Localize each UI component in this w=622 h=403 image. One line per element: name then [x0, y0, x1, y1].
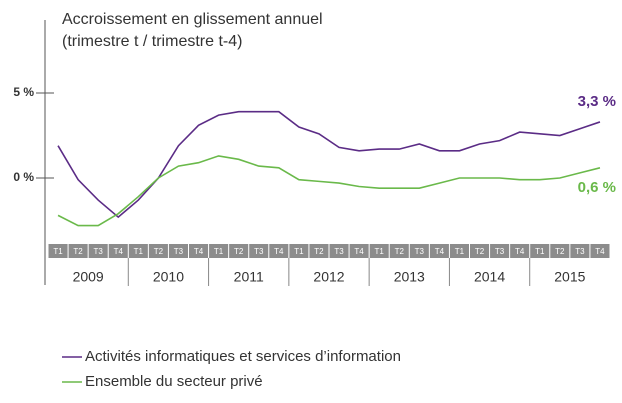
quarter-box	[550, 244, 570, 258]
x-tick-label: T4	[515, 247, 525, 256]
x-tick-label: T3	[334, 247, 344, 256]
year-label: 2013	[394, 269, 425, 285]
x-tick-label: T3	[94, 247, 104, 256]
x-tick-label: T4	[114, 247, 124, 256]
x-tick-label: T1	[455, 247, 465, 256]
quarter-box	[530, 244, 550, 258]
legend-label: Activités informatiques et services d’in…	[85, 348, 401, 365]
x-tick-label: T4	[274, 247, 284, 256]
x-tick-label: T1	[294, 247, 304, 256]
year-label: 2010	[153, 269, 184, 285]
year-label: 2011	[234, 269, 264, 285]
x-tick-label: T4	[595, 247, 605, 256]
year-label: 2014	[474, 269, 505, 285]
x-tick-label: T3	[575, 247, 585, 256]
x-tick-label: T2	[475, 247, 485, 256]
quarter-box	[329, 244, 349, 258]
x-tick-label: T2	[234, 247, 244, 256]
quarter-box	[88, 244, 108, 258]
y-tick-label: 5 %	[13, 85, 34, 99]
x-tick-label: T1	[214, 247, 224, 256]
quarter-box	[409, 244, 429, 258]
quarter-box	[570, 244, 590, 258]
quarter-box	[148, 244, 168, 258]
series-line	[57, 110, 601, 219]
x-tick-label: T3	[174, 247, 184, 256]
y-tick-label: 0 %	[13, 170, 34, 184]
x-tick-label: T1	[53, 247, 63, 256]
quarter-box	[349, 244, 369, 258]
year-label: 2009	[73, 269, 104, 285]
x-tick-label: T3	[415, 247, 425, 256]
year-label: 2012	[313, 269, 344, 285]
quarter-box	[369, 244, 389, 258]
quarter-box	[229, 244, 249, 258]
x-tick-label: T1	[375, 247, 385, 256]
quarter-box	[429, 244, 449, 258]
x-tick-label: T2	[555, 247, 565, 256]
x-tick-label: T2	[314, 247, 324, 256]
quarter-box	[168, 244, 188, 258]
x-tick-label: T3	[254, 247, 264, 256]
quarter-box	[490, 244, 510, 258]
end-label: 3,3 %	[578, 93, 616, 110]
series-line	[57, 155, 601, 227]
quarter-box	[470, 244, 490, 258]
quarter-box	[128, 244, 148, 258]
quarter-box	[269, 244, 289, 258]
x-tick-label: T2	[154, 247, 164, 256]
year-label: 2015	[554, 269, 585, 285]
end-label: 0,6 %	[578, 179, 616, 196]
quarter-box	[249, 244, 269, 258]
quarter-box	[108, 244, 128, 258]
quarter-box	[68, 244, 88, 258]
quarter-box	[590, 244, 610, 258]
quarter-box	[389, 244, 409, 258]
quarter-box	[309, 244, 329, 258]
x-tick-label: T3	[495, 247, 505, 256]
x-tick-label: T2	[73, 247, 83, 256]
quarter-box	[289, 244, 309, 258]
quarter-box	[189, 244, 209, 258]
x-tick-label: T4	[435, 247, 445, 256]
chart-subtitle: (trimestre t / trimestre t-4)	[62, 33, 242, 50]
x-tick-label: T1	[535, 247, 545, 256]
x-tick-label: T1	[134, 247, 144, 256]
quarter-box	[449, 244, 469, 258]
x-tick-label: T4	[354, 247, 364, 256]
legend-label: Ensemble du secteur privé	[85, 373, 263, 390]
chart-title: Accroissement en glissement annuel	[62, 11, 323, 28]
quarter-box	[209, 244, 229, 258]
x-tick-label: T4	[194, 247, 204, 256]
x-tick-label: T2	[395, 247, 405, 256]
quarter-box	[48, 244, 68, 258]
quarter-box	[510, 244, 530, 258]
